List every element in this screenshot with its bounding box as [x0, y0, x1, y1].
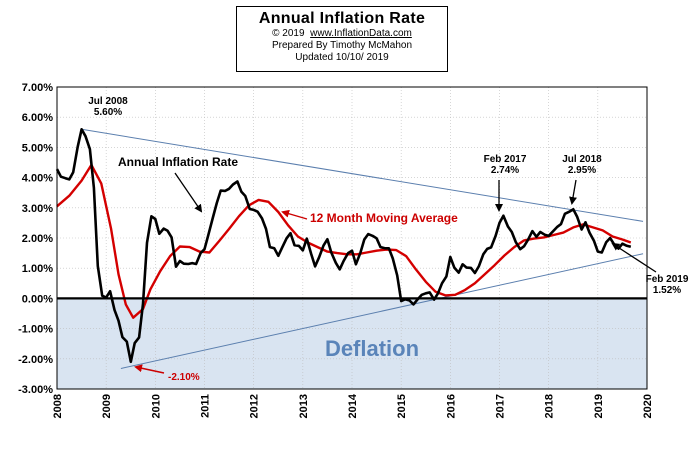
feb2017-label: Feb 2017	[484, 154, 527, 165]
x-tick-label: 2009	[101, 394, 113, 418]
x-tick-label: 2015	[396, 394, 408, 418]
y-tick-label: 6.00%	[22, 112, 53, 124]
x-tick-label: 2008	[52, 394, 64, 418]
deflation-label: Deflation	[325, 336, 419, 361]
annual-series-arrow	[174, 172, 203, 213]
annual-inflation-line	[55, 128, 632, 364]
axes	[56, 86, 648, 390]
y-tick-label: 5.00%	[22, 142, 53, 154]
trend-line	[81, 128, 644, 222]
plot-frame	[56, 86, 648, 390]
y-tick-label: -1.00%	[18, 324, 53, 336]
series-lines	[55, 128, 632, 364]
updated-date: Updated 10/10/ 2019	[295, 52, 389, 63]
trend-lines	[81, 128, 644, 369]
y-tick-label: -3.00%	[18, 384, 53, 396]
x-tick-label: 2011	[200, 394, 212, 418]
jul2018-value: 2.95%	[568, 165, 596, 176]
y-tick-label: 3.00%	[22, 203, 53, 215]
x-tick-label: 2014	[347, 393, 359, 418]
jul2018-label: Jul 2018	[562, 154, 602, 165]
x-tick-label: 2012	[249, 394, 261, 418]
moving-average-line	[56, 163, 632, 319]
y-tick-label: 7.00%	[22, 82, 53, 94]
low-label: -2.10%	[168, 372, 200, 383]
prepared-by: Prepared By Timothy McMahon	[271, 40, 413, 51]
y-tick-label: 2.00%	[22, 233, 53, 245]
copyright-text: © 2019	[272, 28, 305, 39]
deflation-region	[57, 298, 647, 389]
y-tick-label: 4.00%	[22, 173, 53, 185]
x-tick-label: 2017	[495, 394, 507, 418]
copyright-line: © 2019 www.InflationData.com	[237, 28, 447, 40]
chart-title: Annual Inflation Rate	[258, 10, 426, 27]
x-tick-label: 2013	[298, 394, 310, 418]
x-tick-label: 2019	[593, 394, 605, 418]
title-box: Annual Inflation Rate © 2019 www.Inflati…	[236, 6, 448, 72]
moving-average-arrow	[281, 209, 308, 220]
annual-series-label: Annual Inflation Rate	[118, 155, 238, 169]
deflation-band	[57, 298, 647, 389]
low-arrow	[134, 364, 165, 374]
feb2019-value: 1.52%	[653, 285, 681, 296]
y-tick-label: 0.00%	[22, 293, 53, 305]
y-tick-label: 1.00%	[22, 263, 53, 275]
tick-labels: -3.00% -2.00% -1.00% 0.00% 1.00% 2.00% 3.00% 4.…	[18, 82, 654, 418]
feb2019-arrow	[611, 242, 657, 273]
moving-average-label: 12 Month Moving Average	[310, 211, 458, 225]
x-tick-label: 2018	[544, 394, 556, 418]
jul2008-value: 5.60%	[94, 107, 122, 118]
x-tick-label: 2010	[150, 394, 162, 418]
y-tick-label: -2.00%	[18, 354, 53, 366]
feb2019-label: Feb 2019	[646, 274, 689, 285]
jul2018-arrow	[569, 179, 577, 205]
trend-line	[120, 253, 644, 369]
x-tick-label: 2016	[445, 394, 457, 418]
website-link[interactable]: www.InflationData.com	[310, 28, 412, 39]
feb2017-value: 2.74%	[491, 165, 519, 176]
x-tick-label: 2020	[642, 394, 654, 418]
jul2008-label: Jul 2008	[88, 96, 128, 107]
